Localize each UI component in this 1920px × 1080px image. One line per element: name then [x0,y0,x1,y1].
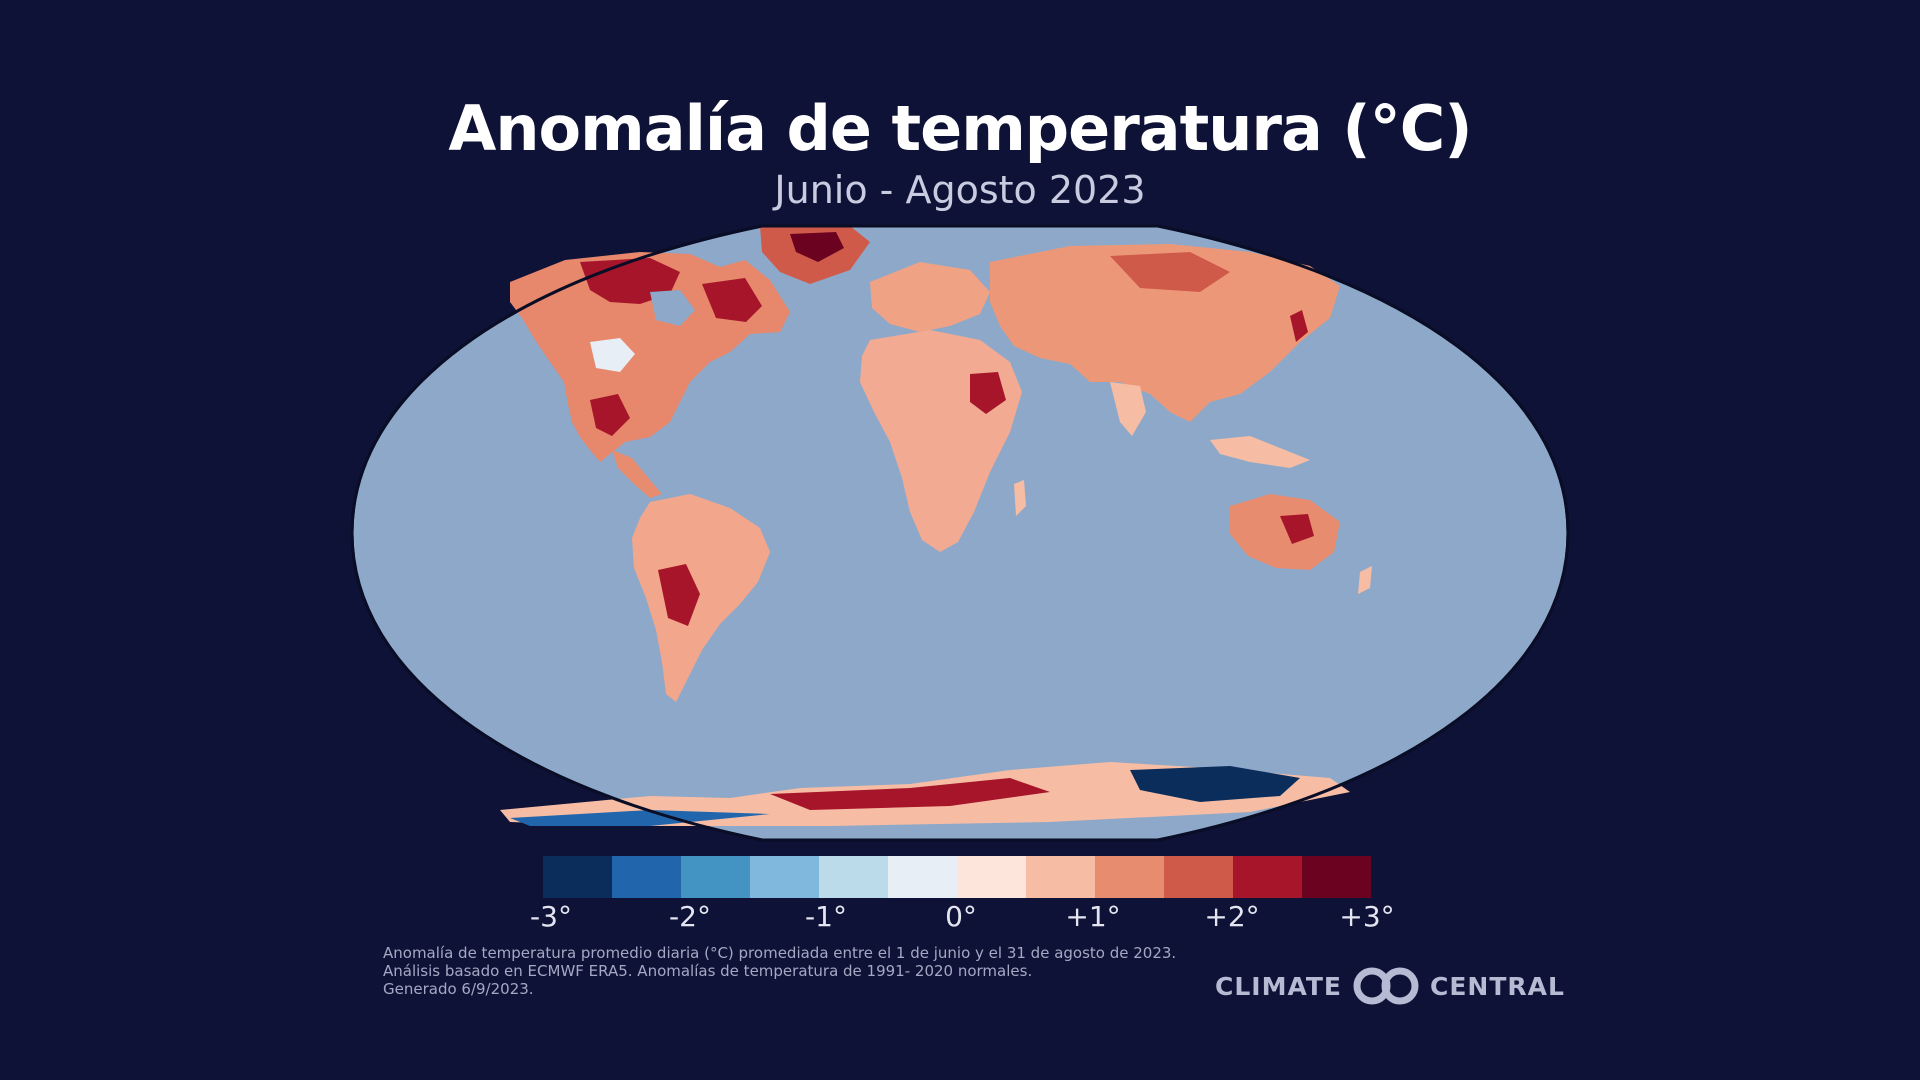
europe-landmass [870,262,990,332]
antarctica-cold-region [1130,766,1300,802]
mexico-hotspot [590,394,630,436]
antarctica-cold-edge [510,810,770,826]
colorbar-segment-8 [1095,856,1164,898]
hudson-bay [650,290,695,326]
tick-zero: 0° [945,900,977,933]
tick-plus-3: +3° [1339,900,1395,933]
colorbar-segment-10 [1233,856,1302,898]
footnote-line-3: Generado 6/9/2023. [383,980,534,998]
asia-landmass [990,244,1340,422]
colorbar-segment-3 [750,856,819,898]
footnote-line-1: Anomalía de temperatura promedio diaria … [383,944,1177,962]
colorbar-segment-0 [543,856,612,898]
climate-central-logo: CLIMATE CENTRAL [1215,966,1565,1006]
colorbar-segment-6 [957,856,1026,898]
india-landmass [1110,382,1146,436]
footnote-line-2: Análisis basado en ECMWF ERA5. Anomalías… [383,962,1033,980]
colorbar-segment-4 [819,856,888,898]
antarctica-warm-band [770,778,1050,810]
australia-landmass [1230,494,1340,570]
temperature-colorbar [543,856,1371,898]
colorbar-segment-9 [1164,856,1233,898]
logo-word-central: CENTRAL [1430,971,1565,1001]
footnote: Anomalía de temperatura promedio diaria … [383,944,1283,998]
colorbar-tick-labels: -3° -2° -1° 0° +1° +2° +3° [0,900,1920,940]
tick-minus-1: -1° [805,900,847,933]
greenland-hotspot [790,232,844,262]
south-america-hotspot [658,564,700,626]
colorbar-segment-1 [612,856,681,898]
tick-plus-2: +2° [1204,900,1260,933]
central-america-landmass [612,450,662,498]
map-subtitle: Junio - Agosto 2023 [774,168,1146,212]
tick-minus-2: -2° [669,900,711,933]
japan-hotspot [1290,310,1308,342]
south-america-landmass [632,494,770,702]
colorbar-segment-5 [888,856,957,898]
logo-word-climate: CLIMATE [1215,971,1342,1001]
colorbar-segment-11 [1302,856,1371,898]
maritime-southeast-asia [1210,436,1310,468]
siberia-hotspot [1110,252,1230,292]
new-zealand [1358,566,1372,594]
quebec-hotspot [702,278,762,322]
us-cool-patch [590,338,635,372]
east-africa-hotspot [970,372,1006,414]
map-title: Anomalía de temperatura (°C) [448,92,1472,165]
colorbar-segment-2 [681,856,750,898]
madagascar [1014,480,1026,516]
world-anomaly-map [350,224,1570,842]
colorbar-segment-7 [1026,856,1095,898]
logo-rings-icon [1353,967,1419,1005]
tick-minus-3: -3° [530,900,572,933]
tick-plus-1: +1° [1065,900,1121,933]
australia-hotspot [1280,514,1314,544]
